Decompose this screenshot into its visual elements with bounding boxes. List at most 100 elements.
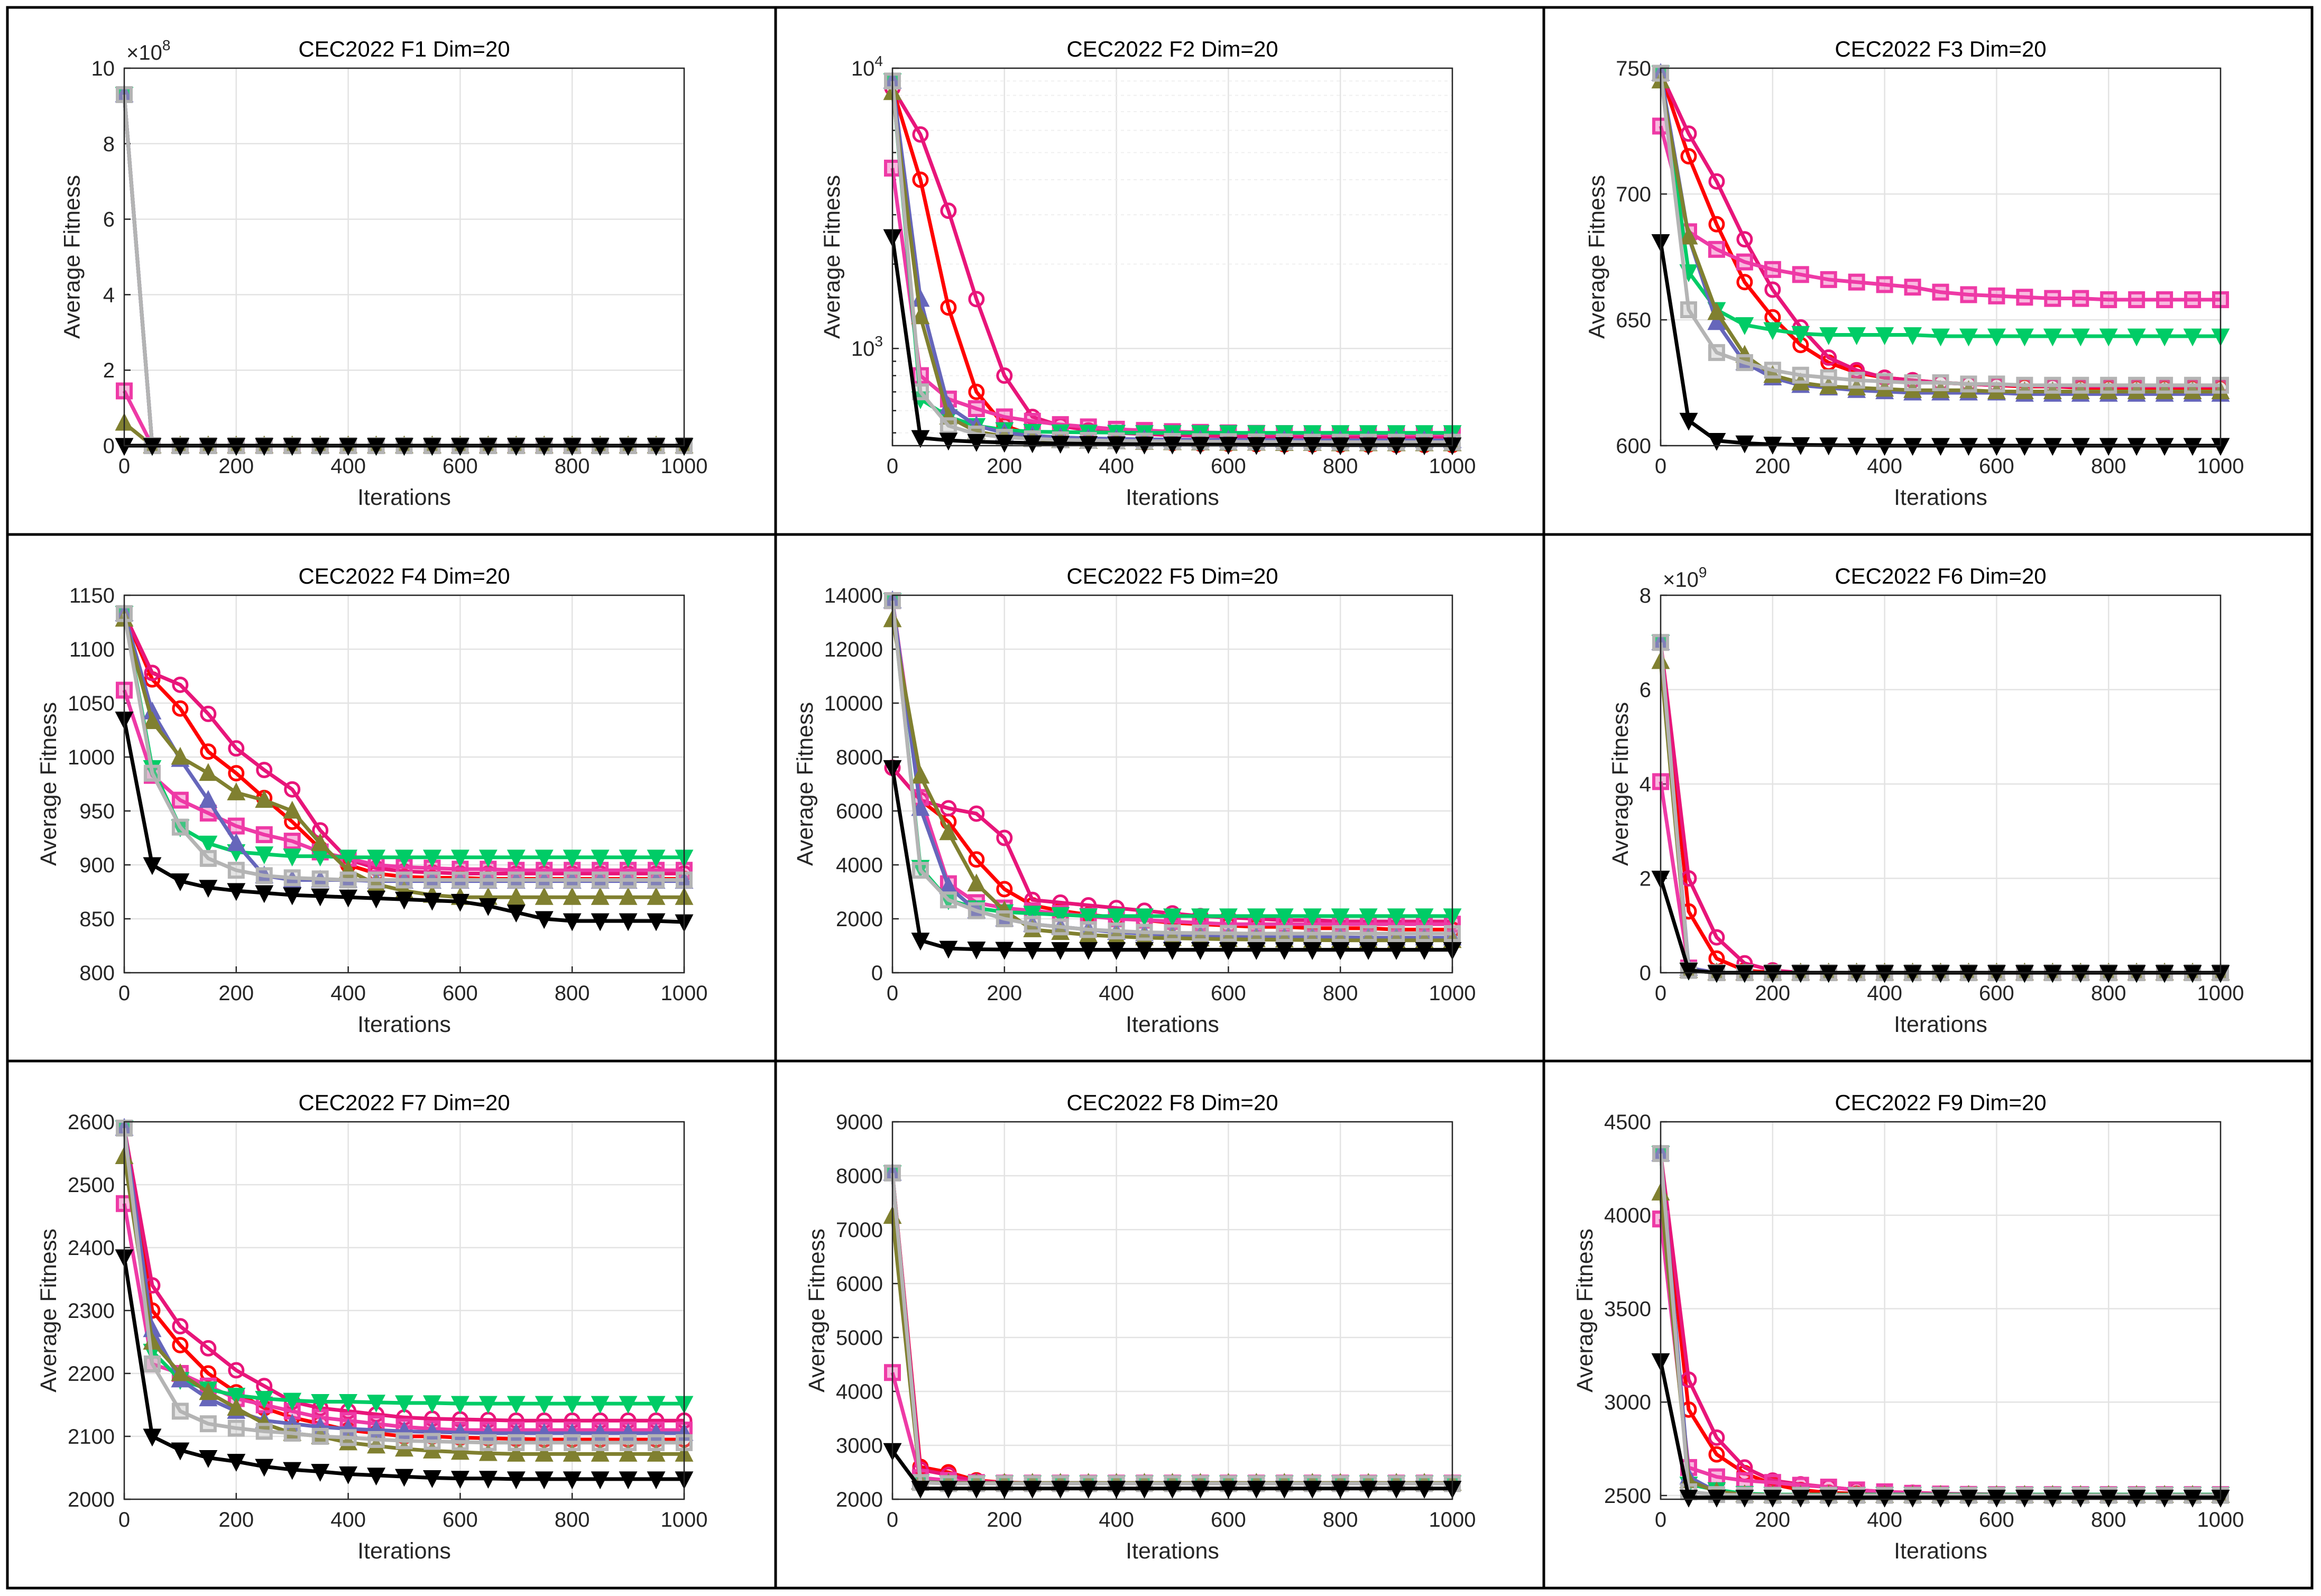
data-point-triangle-up — [911, 306, 930, 325]
data-point-triangle-up — [506, 887, 526, 905]
data-point-triangle-down — [2015, 438, 2034, 456]
data-point-triangle-down — [1079, 1481, 1098, 1499]
y-tick-label: 8 — [1640, 584, 1651, 607]
series-3 — [1651, 66, 2230, 347]
plot-area — [124, 68, 684, 446]
data-point-triangle-down — [171, 873, 190, 891]
data-point-triangle-down — [1135, 1481, 1154, 1499]
data-point-triangle-down — [143, 438, 162, 456]
data-point-square — [996, 910, 1013, 927]
data-point-triangle-down — [227, 438, 246, 456]
data-point-square — [367, 871, 385, 889]
data-point-triangle-down — [1051, 942, 1070, 960]
data-point-square — [1792, 266, 1809, 283]
data-point-triangle-up — [939, 822, 958, 841]
data-point-triangle-down — [1987, 965, 2006, 983]
y-tick-label: 850 — [79, 908, 115, 931]
data-point-square — [171, 791, 189, 809]
x-tick-label: 600 — [1211, 455, 1246, 478]
data-point-triangle-down — [1819, 965, 1838, 983]
x-axis-label: Iterations — [1126, 485, 1219, 510]
data-point-triangle-down — [367, 890, 386, 909]
data-point-triangle-down — [939, 1481, 958, 1499]
data-point-triangle-down — [478, 1471, 498, 1489]
x-tick-label: 1000 — [661, 455, 708, 478]
data-point-triangle-down — [1051, 907, 1070, 925]
y-tick-label: 2500 — [1604, 1484, 1651, 1508]
data-point-triangle-down — [2043, 965, 2062, 983]
y-tick-label: 8 — [103, 133, 115, 156]
data-point-circle — [912, 126, 929, 143]
data-point-triangle-down — [395, 891, 413, 910]
data-point-square — [648, 871, 665, 889]
data-point-square — [1220, 925, 1237, 942]
x-tick-label: 800 — [555, 1508, 590, 1532]
data-point-triangle-down — [339, 850, 358, 868]
data-point-square — [536, 1434, 553, 1451]
y-tick-label: 10000 — [824, 692, 883, 715]
chart-f4: 0 200 400 600 800 1000 800 850 900 950 1000 1050 110… — [36, 564, 707, 1037]
data-point-triangle-down — [1247, 908, 1266, 927]
data-point-square — [423, 871, 441, 889]
y-tick-label: 2200 — [68, 1362, 115, 1386]
data-point-triangle-down — [422, 892, 441, 911]
x-tick-label: 200 — [1755, 455, 1790, 478]
data-point-square — [452, 1433, 469, 1451]
y-tick-label: 6 — [1640, 679, 1651, 702]
data-point-triangle-down — [563, 913, 582, 931]
data-point-triangle-down — [1903, 438, 1922, 456]
y-tick-label: 0 — [103, 435, 115, 458]
data-point-triangle-up — [647, 1444, 666, 1462]
y-tick-label: 6 — [103, 208, 115, 232]
data-point-triangle-down — [1359, 908, 1378, 927]
y-tick-label: 4000 — [836, 854, 883, 877]
data-point-triangle-down — [283, 1462, 302, 1480]
data-point-triangle-down — [2155, 438, 2174, 456]
x-tick-label: 800 — [1323, 455, 1358, 478]
x-tick-label: 0 — [118, 982, 130, 1005]
data-point-square — [2128, 376, 2145, 394]
y-tick-label: 2000 — [836, 908, 883, 931]
y-tick-label: 3500 — [1604, 1297, 1651, 1321]
y-tick-label: 103 — [851, 333, 883, 361]
data-point-square — [1904, 374, 1921, 391]
data-point-triangle-up — [647, 887, 666, 905]
x-tick-label: 800 — [2091, 982, 2126, 1005]
data-point-square — [2100, 376, 2117, 394]
data-point-triangle-down — [478, 438, 498, 456]
data-point-triangle-down — [1163, 908, 1182, 927]
data-point-triangle-down — [939, 432, 958, 451]
series-6 — [884, 592, 1461, 943]
data-point-square — [1932, 374, 1949, 391]
series-7 — [1651, 1353, 2230, 1508]
data-point-triangle-down — [1875, 1489, 1894, 1508]
data-point-triangle-down — [1735, 965, 1754, 983]
x-tick-label: 400 — [1867, 1508, 1902, 1532]
data-point-triangle-down — [395, 438, 413, 456]
data-point-circle — [912, 171, 929, 188]
data-point-triangle-down — [1163, 1481, 1182, 1499]
data-point-triangle-down — [2015, 965, 2034, 983]
data-point-square — [227, 1419, 245, 1437]
data-point-triangle-down — [143, 1428, 162, 1447]
y-tick-label: 5000 — [836, 1326, 883, 1350]
x-tick-label: 600 — [443, 982, 478, 1005]
plot-area — [892, 68, 1452, 446]
x-tick-label: 800 — [2091, 1508, 2126, 1532]
x-axis-label: Iterations — [357, 485, 451, 510]
data-point-square — [968, 400, 985, 417]
data-point-triangle-down — [2127, 965, 2146, 983]
data-point-triangle-down — [647, 913, 666, 931]
data-point-square — [339, 871, 357, 889]
data-point-triangle-down — [1415, 908, 1434, 927]
x-tick-label: 400 — [1867, 982, 1902, 1005]
data-point-square — [1876, 373, 1893, 390]
data-point-triangle-down — [2015, 1489, 2034, 1508]
y-scale-exponent: ×109 — [1663, 564, 1707, 592]
data-point-circle — [256, 761, 273, 778]
series-line — [122, 1128, 684, 1423]
data-point-triangle-down — [591, 1396, 610, 1414]
y-tick-label: 0 — [1640, 962, 1651, 985]
data-point-triangle-up — [911, 798, 930, 816]
chart-title: CEC2022 F5 Dim=20 — [1066, 564, 1278, 588]
